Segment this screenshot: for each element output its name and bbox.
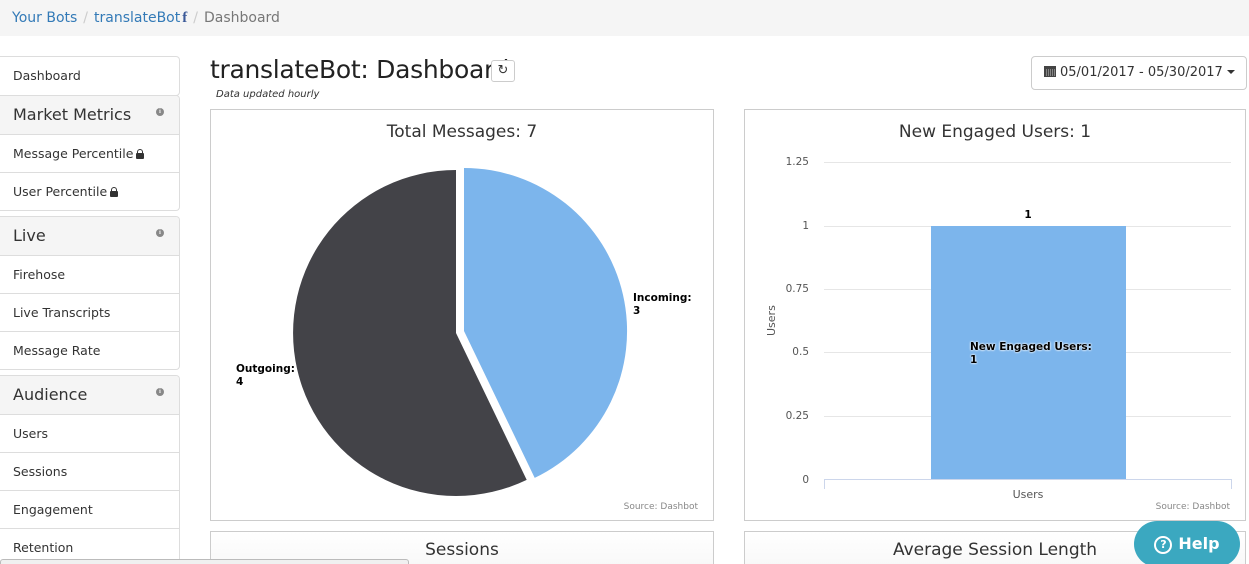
chevron-down-icon: [1226, 70, 1235, 74]
sidebar-item-retention[interactable]: Retention: [0, 528, 179, 564]
total-messages-chart: Total Messages: 7 Incoming: 3 Outgoing: 4 …: [210, 109, 714, 521]
breadcrumb: Your Bots / translateBot f / Dashboard: [0, 0, 1249, 36]
sidebar-panel-market-metrics: Market Metrics i Message Percentile User…: [0, 95, 180, 211]
chart-title: Total Messages: 7: [386, 122, 538, 142]
y-tick: 1: [802, 220, 809, 232]
label-text: Outgoing:: [236, 363, 295, 375]
page-title: translateBot: Dashboard: [210, 55, 510, 84]
bar-inside-label: New Engaged Users: 1: [970, 341, 1092, 367]
x-axis-line: [824, 479, 1231, 480]
bar-value-label: 1: [1024, 209, 1032, 221]
sidebar: Dashboard Market Metrics i Message Perce…: [0, 56, 180, 564]
chart-source: Source: Dashbot: [623, 502, 698, 512]
y-tick: 0.5: [792, 346, 809, 358]
data-updated-note: Data updated hourly: [216, 89, 320, 100]
incoming-label: Incoming: 3: [633, 292, 692, 318]
y-tick: 0.75: [785, 283, 809, 295]
bar-users[interactable]: [931, 226, 1126, 479]
y-tick: 0: [802, 474, 809, 486]
calendar-icon: [1044, 66, 1056, 77]
x-axis-category: Users: [1012, 488, 1044, 501]
y-tick: 0.25: [785, 410, 809, 422]
sidebar-panel-dashboard: Dashboard: [0, 56, 180, 96]
sidebar-panel-live: Live i Firehose Live Transcripts Message…: [0, 216, 180, 370]
sidebar-section-audience: Audience i: [0, 376, 179, 414]
chart-title: New Engaged Users: 1: [898, 122, 1092, 142]
sidebar-item-dashboard[interactable]: Dashboard: [13, 68, 81, 83]
pie-slice-incoming[interactable]: [464, 167, 628, 478]
chart-source: Source: Dashbot: [1155, 502, 1230, 512]
question-icon: ?: [1154, 536, 1173, 554]
breadcrumb-translatebot[interactable]: translateBot f: [94, 10, 187, 26]
browser-status-bar: [0, 559, 409, 564]
sidebar-item-sessions[interactable]: Sessions: [0, 452, 179, 490]
sidebar-section-market-metrics: Market Metrics i: [0, 96, 179, 134]
section-title: Sessions: [425, 540, 499, 560]
info-icon[interactable]: i: [156, 108, 164, 116]
y-tick: 1.25: [785, 156, 809, 168]
sidebar-panel-audience: Audience i Users Sessions Engagement Ret…: [0, 375, 180, 564]
lock-icon: [110, 187, 119, 197]
sidebar-section-live: Live i: [0, 217, 179, 255]
new-engaged-users-chart: New Engaged Users: 1 1.25 1 0.75 0.5 0.2…: [744, 109, 1246, 521]
date-range-picker[interactable]: 05/01/2017 - 05/30/2017: [1031, 56, 1247, 90]
breadcrumb-separator: /: [193, 10, 198, 26]
sidebar-item-message-rate[interactable]: Message Rate: [0, 331, 179, 369]
sidebar-item-live-transcripts[interactable]: Live Transcripts: [0, 293, 179, 331]
label-value: 3: [633, 305, 641, 317]
x-axis-tick: [824, 479, 825, 489]
sidebar-item-engagement[interactable]: Engagement: [0, 490, 179, 528]
help-label: Help: [1178, 534, 1220, 553]
gridline: [824, 162, 1231, 163]
sidebar-item-user-percentile[interactable]: User Percentile: [0, 172, 179, 210]
label-text: Incoming:: [633, 292, 692, 304]
section-title: Audience: [13, 385, 88, 404]
item-label: User Percentile: [13, 184, 108, 199]
lock-icon: [136, 149, 145, 159]
section-title: Market Metrics: [13, 105, 132, 124]
sidebar-item-message-percentile[interactable]: Message Percentile: [0, 134, 179, 172]
breadcrumb-separator: /: [83, 10, 89, 26]
item-label: Message Percentile: [13, 146, 134, 161]
help-button[interactable]: ? Help: [1134, 521, 1240, 564]
sidebar-item-users[interactable]: Users: [0, 414, 179, 452]
label-text: New Engaged Users:: [970, 341, 1092, 353]
pie-chart: [293, 167, 628, 496]
outgoing-label: Outgoing: 4: [236, 363, 295, 389]
date-range-value: 05/01/2017 - 05/30/2017: [1060, 65, 1223, 80]
label-value: 4: [236, 376, 244, 388]
sessions-panel: Sessions: [210, 531, 714, 564]
refresh-icon: ↻: [497, 63, 509, 78]
y-axis-label: Users: [765, 305, 778, 336]
info-icon[interactable]: i: [156, 229, 164, 237]
refresh-button[interactable]: ↻: [491, 60, 515, 82]
section-title: Average Session Length: [892, 540, 1098, 560]
label-value: 1: [970, 354, 978, 366]
breadcrumb-dashboard: Dashboard: [203, 10, 280, 26]
info-icon[interactable]: i: [156, 388, 164, 396]
sidebar-item-firehose[interactable]: Firehose: [0, 255, 179, 293]
x-axis-tick: [1231, 479, 1232, 489]
facebook-icon: f: [182, 10, 188, 26]
section-title: Live: [13, 226, 46, 245]
breadcrumb-your-bots[interactable]: Your Bots: [12, 10, 78, 26]
breadcrumb-translatebot-label: translateBot: [94, 10, 181, 26]
pie-slice-outgoing[interactable]: [293, 170, 527, 496]
